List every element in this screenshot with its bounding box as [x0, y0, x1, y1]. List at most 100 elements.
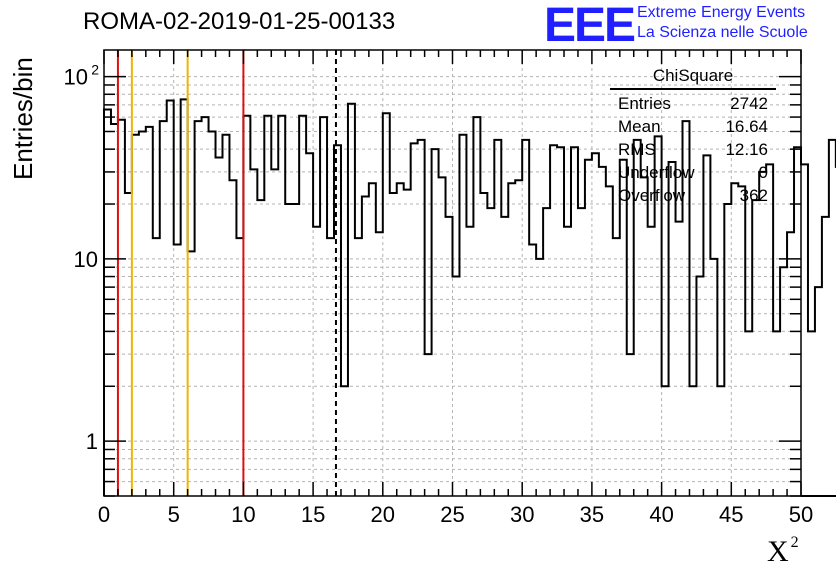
stats-label: Underflow: [618, 163, 695, 182]
histogram-bin: [355, 238, 362, 496]
logo-text-line1: Extreme Energy Events: [637, 4, 806, 21]
histogram-bin: [766, 164, 773, 496]
histogram-bin: [146, 127, 153, 496]
stats-row-rms: RMS 12.16: [610, 138, 776, 161]
histogram-bin: [383, 113, 390, 496]
histogram-bin: [724, 204, 731, 496]
histogram-bin: [404, 190, 411, 496]
histogram-bin: [487, 208, 494, 496]
histogram-bin: [571, 147, 578, 496]
histogram-bin: [216, 157, 223, 496]
histogram-bin: [536, 259, 543, 496]
y-axis-label: Entries/bin: [8, 57, 38, 180]
histogram-bin: [278, 116, 285, 496]
histogram-bin: [209, 131, 216, 496]
histogram-bin: [292, 204, 299, 496]
stats-value: 16.64: [725, 117, 768, 136]
histogram-bin: [222, 135, 229, 496]
stats-row-entries: Entries 2742: [610, 92, 776, 115]
x-tick-label: 45: [719, 502, 743, 527]
histogram-bin: [195, 121, 202, 496]
histogram-bin: [453, 277, 460, 496]
histogram-bin: [418, 140, 425, 496]
histogram-bin: [717, 386, 724, 496]
histogram-series: [103, 98, 836, 497]
stats-label: Entries: [618, 94, 671, 113]
histogram-bin: [174, 244, 181, 496]
histogram-bin: [696, 277, 703, 496]
histogram-bin: [794, 147, 801, 496]
histogram-bin: [515, 180, 522, 496]
histogram-bin: [494, 140, 501, 496]
histogram-bin: [759, 172, 766, 496]
histogram-bin: [202, 117, 209, 496]
x-tick-label: 35: [580, 502, 604, 527]
stats-value: 12.16: [725, 140, 768, 159]
x-tick-label: 25: [440, 502, 464, 527]
stats-value: 2742: [730, 94, 768, 113]
histogram-bin: [466, 227, 473, 496]
histogram-bin: [550, 145, 557, 496]
histogram-bin: [752, 200, 759, 496]
histogram-bin: [641, 177, 648, 496]
histogram-bin: [669, 162, 676, 496]
histogram-bin: [480, 193, 487, 496]
histogram-bin: [167, 100, 174, 496]
stats-value: 362: [739, 186, 768, 205]
histogram-bin: [738, 186, 745, 496]
histogram-bin: [508, 183, 515, 496]
histogram-bin: [125, 193, 132, 496]
histogram-bin: [564, 227, 571, 496]
histogram-bin: [188, 251, 195, 496]
x-tick-label: 30: [510, 502, 534, 527]
histogram-bin: [459, 135, 466, 496]
histogram-bin: [606, 186, 613, 496]
histogram-bin: [320, 117, 327, 496]
histogram-bin: [501, 217, 508, 496]
histogram-bin: [313, 227, 320, 496]
histogram-bin: [710, 259, 717, 496]
histogram-bin: [111, 124, 118, 496]
histogram-bin: [327, 238, 334, 496]
histogram-bin: [306, 153, 313, 496]
histogram-bin: [592, 153, 599, 496]
histogram-bin: [348, 104, 355, 496]
histogram-bin: [250, 169, 257, 496]
histogram-bin: [676, 222, 683, 496]
histogram-bin: [341, 386, 348, 496]
histogram-bin: [181, 99, 188, 496]
histogram-bin: [808, 331, 815, 496]
stats-box: ChiSquare Entries 2742 Mean 16.64 RMS 12…: [610, 66, 776, 207]
stats-row-overflow: Overflow 362: [610, 184, 776, 207]
histogram-bin: [104, 110, 111, 496]
histogram-bin: [529, 244, 536, 496]
logo-text-line2: La Scienza nelle Scuole: [637, 24, 808, 41]
histogram-bin: [139, 131, 146, 496]
histogram-bin: [787, 232, 794, 496]
histogram-bin: [432, 149, 439, 496]
histogram-bin: [627, 354, 634, 496]
histogram-bin: [689, 386, 696, 496]
histogram-bin: [397, 183, 404, 496]
histogram-bin: [745, 331, 752, 496]
histogram-bin: [815, 287, 822, 496]
stats-row-mean: Mean 16.64: [610, 115, 776, 138]
histogram-bin: [829, 140, 836, 496]
stats-row-underflow: Underflow 0: [610, 161, 776, 184]
histogram-bin: [543, 208, 550, 496]
x-tick-label: 0: [98, 502, 110, 527]
histogram-bin: [648, 227, 655, 496]
histogram-bin: [118, 120, 125, 496]
x-tick-label: 50: [789, 502, 813, 527]
x-tick-label: 5: [168, 502, 180, 527]
stats-label: RMS: [618, 140, 656, 159]
histogram-bin: [439, 177, 446, 496]
histogram-bin: [599, 167, 606, 496]
y-tick-label-exponent: 2: [91, 62, 99, 78]
histogram-bin: [132, 135, 139, 496]
histogram-bin: [585, 160, 592, 496]
stats-label: Mean: [618, 117, 661, 136]
histogram-bin: [662, 386, 669, 496]
